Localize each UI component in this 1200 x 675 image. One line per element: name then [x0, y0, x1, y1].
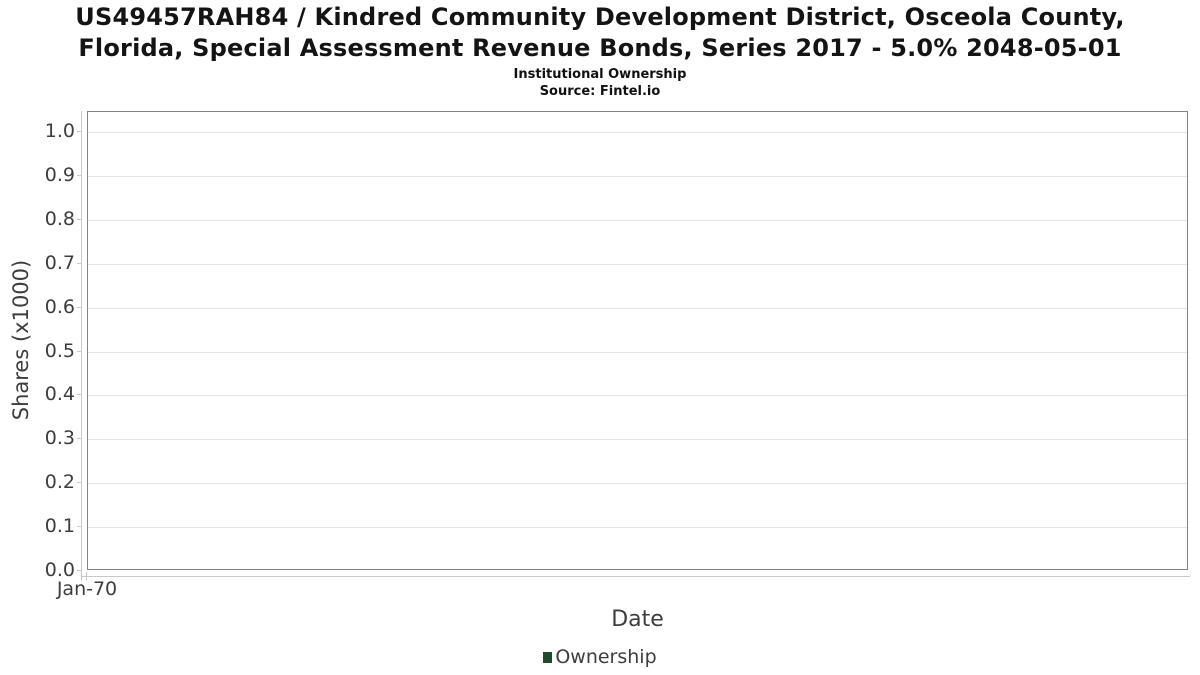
- y-tick-label: 0.4: [44, 383, 75, 405]
- y-tick-label: 0.8: [44, 208, 75, 230]
- chart-title: US49457RAH84 / Kindred Community Develop…: [0, 2, 1200, 64]
- y-tick-mark: [77, 438, 81, 439]
- y-gridline: [88, 264, 1187, 265]
- y-tick-mark: [77, 526, 81, 527]
- y-tick-label: 0.9: [44, 164, 75, 186]
- legend: Ownership: [0, 645, 1200, 669]
- legend-marker-ownership: [543, 651, 553, 663]
- y-gridline: [88, 308, 1187, 309]
- chart-subtitle: Institutional Ownership: [513, 67, 687, 82]
- y-gridline: [88, 176, 1187, 177]
- y-tick-label: 0.6: [44, 296, 75, 318]
- y-tick-mark: [77, 482, 81, 483]
- chart-source-credit: Source: Fintel.io: [539, 84, 661, 99]
- y-gridline: [88, 527, 1187, 528]
- y-tick-mark: [77, 263, 81, 264]
- y-tick-label: 0.3: [44, 427, 75, 449]
- y-tick-mark: [77, 219, 81, 220]
- y-tick-label: 1.0: [44, 120, 75, 142]
- x-tick-mark: [86, 572, 87, 580]
- plot-area: [87, 111, 1188, 570]
- y-gridline: [88, 439, 1187, 440]
- y-tick-mark: [77, 307, 81, 308]
- chart-title-line-2: Florida, Special Assessment Revenue Bond…: [78, 34, 1122, 62]
- y-gridline: [88, 483, 1187, 484]
- x-axis-line: [81, 576, 1190, 577]
- y-tick-mark: [77, 351, 81, 352]
- y-gridline: [88, 395, 1187, 396]
- y-gridline: [88, 220, 1187, 221]
- legend-label-ownership: Ownership: [555, 646, 657, 668]
- y-tick-label: 0.0: [44, 559, 75, 581]
- chart-title-line-1: US49457RAH84 / Kindred Community Develop…: [75, 3, 1125, 31]
- y-tick-mark: [77, 131, 81, 132]
- y-gridline: [88, 352, 1187, 353]
- y-tick-mark: [77, 570, 81, 571]
- y-tick-label: 0.1: [44, 515, 75, 537]
- y-tick-label: 0.2: [44, 471, 75, 493]
- y-tick-label: 0.5: [44, 340, 75, 362]
- y-gridline: [88, 132, 1187, 133]
- y-axis-line: [81, 111, 82, 581]
- x-axis-title: Date: [611, 607, 664, 632]
- y-tick-label: 0.7: [44, 252, 75, 274]
- y-tick-mark: [77, 175, 81, 176]
- x-tick-label: Jan-70: [56, 578, 118, 600]
- y-tick-mark: [77, 394, 81, 395]
